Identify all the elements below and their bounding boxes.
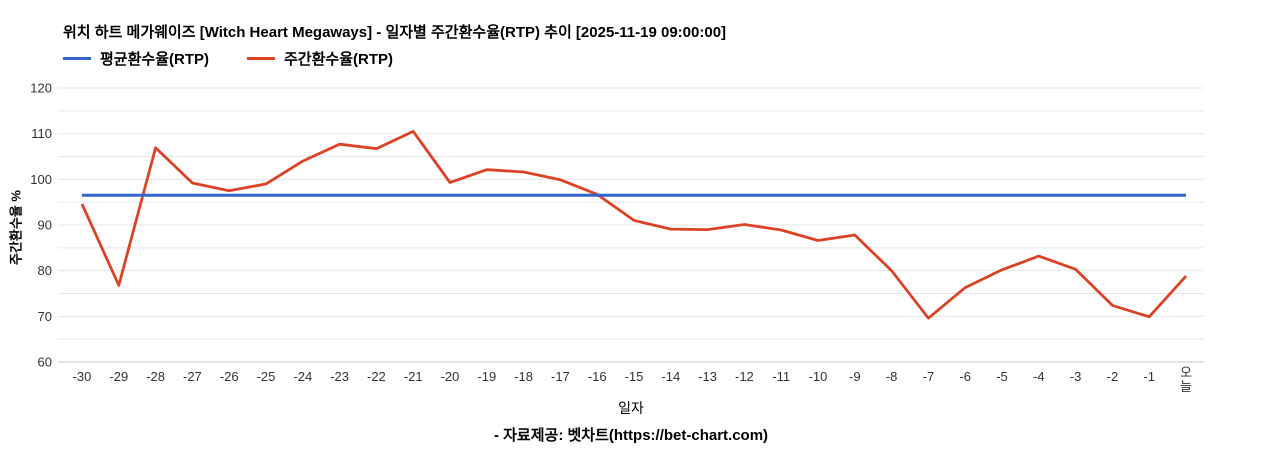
- legend-swatch-weekly-rtp: [247, 57, 275, 60]
- svg-text:-8: -8: [886, 369, 898, 384]
- svg-text:-4: -4: [1033, 369, 1045, 384]
- x-tick-labels: -30 -29 -28 -27 -26 -25 -24 -23 -22 -21 -20 -19 -18 -…: [73, 365, 1192, 394]
- legend-item-weekly-rtp: 주간환수율(RTP): [247, 48, 393, 69]
- legend-item-average-rtp: 평균환수율(RTP): [63, 48, 209, 69]
- svg-text:90: 90: [38, 218, 52, 233]
- x-axis-title: 일자: [618, 400, 644, 416]
- svg-text:-5: -5: [996, 369, 1008, 384]
- svg-text:80: 80: [38, 263, 52, 278]
- svg-text:60: 60: [38, 355, 52, 370]
- svg-text:120: 120: [30, 81, 52, 96]
- svg-text:100: 100: [30, 172, 52, 187]
- svg-text:-1: -1: [1143, 369, 1155, 384]
- svg-text:-24: -24: [293, 369, 312, 384]
- svg-text:-3: -3: [1070, 369, 1082, 384]
- legend-swatch-average-rtp: [63, 57, 91, 60]
- svg-text:-25: -25: [257, 369, 276, 384]
- legend: 평균환수율(RTP) 주간환수율(RTP): [63, 48, 393, 69]
- legend-label-weekly-rtp: 주간환수율(RTP): [284, 51, 393, 68]
- gridlines: [58, 87, 1204, 363]
- svg-text:-10: -10: [809, 369, 828, 384]
- svg-text:오늘: 오늘: [1180, 365, 1192, 394]
- svg-text:-19: -19: [477, 369, 496, 384]
- svg-text:-2: -2: [1107, 369, 1119, 384]
- svg-text:-17: -17: [551, 369, 570, 384]
- legend-label-average-rtp: 평균환수율(RTP): [100, 51, 209, 68]
- svg-text:-12: -12: [735, 369, 754, 384]
- svg-text:-30: -30: [73, 369, 92, 384]
- svg-text:-27: -27: [183, 369, 202, 384]
- chart-title: 위치 하트 메가웨이즈 [Witch Heart Megaways] - 일자별…: [63, 24, 727, 41]
- y-axis-title: 주간환수율 %: [8, 190, 24, 265]
- svg-text:-15: -15: [625, 369, 644, 384]
- footer-credit: - 자료제공: 벳차트(https://bet-chart.com): [493, 427, 769, 444]
- svg-text:-28: -28: [146, 369, 165, 384]
- svg-text:-23: -23: [330, 369, 349, 384]
- svg-text:110: 110: [31, 126, 52, 141]
- svg-text:-29: -29: [109, 369, 128, 384]
- svg-text:-11: -11: [772, 369, 790, 384]
- svg-text:-18: -18: [514, 369, 533, 384]
- y-tick-labels: 60 70 80 90 100 110 120: [30, 81, 52, 370]
- series-line-weekly-rtp: [80, 129, 1188, 320]
- svg-text:-14: -14: [661, 369, 680, 384]
- svg-text:-13: -13: [698, 369, 717, 384]
- svg-text:-6: -6: [959, 369, 971, 384]
- svg-text:-7: -7: [923, 369, 935, 384]
- svg-text:-21: -21: [404, 369, 423, 384]
- svg-text:-9: -9: [849, 369, 861, 384]
- svg-text:-16: -16: [588, 369, 607, 384]
- svg-text:-22: -22: [367, 369, 386, 384]
- svg-text:70: 70: [38, 309, 52, 324]
- svg-text:-20: -20: [441, 369, 460, 384]
- svg-text:-26: -26: [220, 369, 239, 384]
